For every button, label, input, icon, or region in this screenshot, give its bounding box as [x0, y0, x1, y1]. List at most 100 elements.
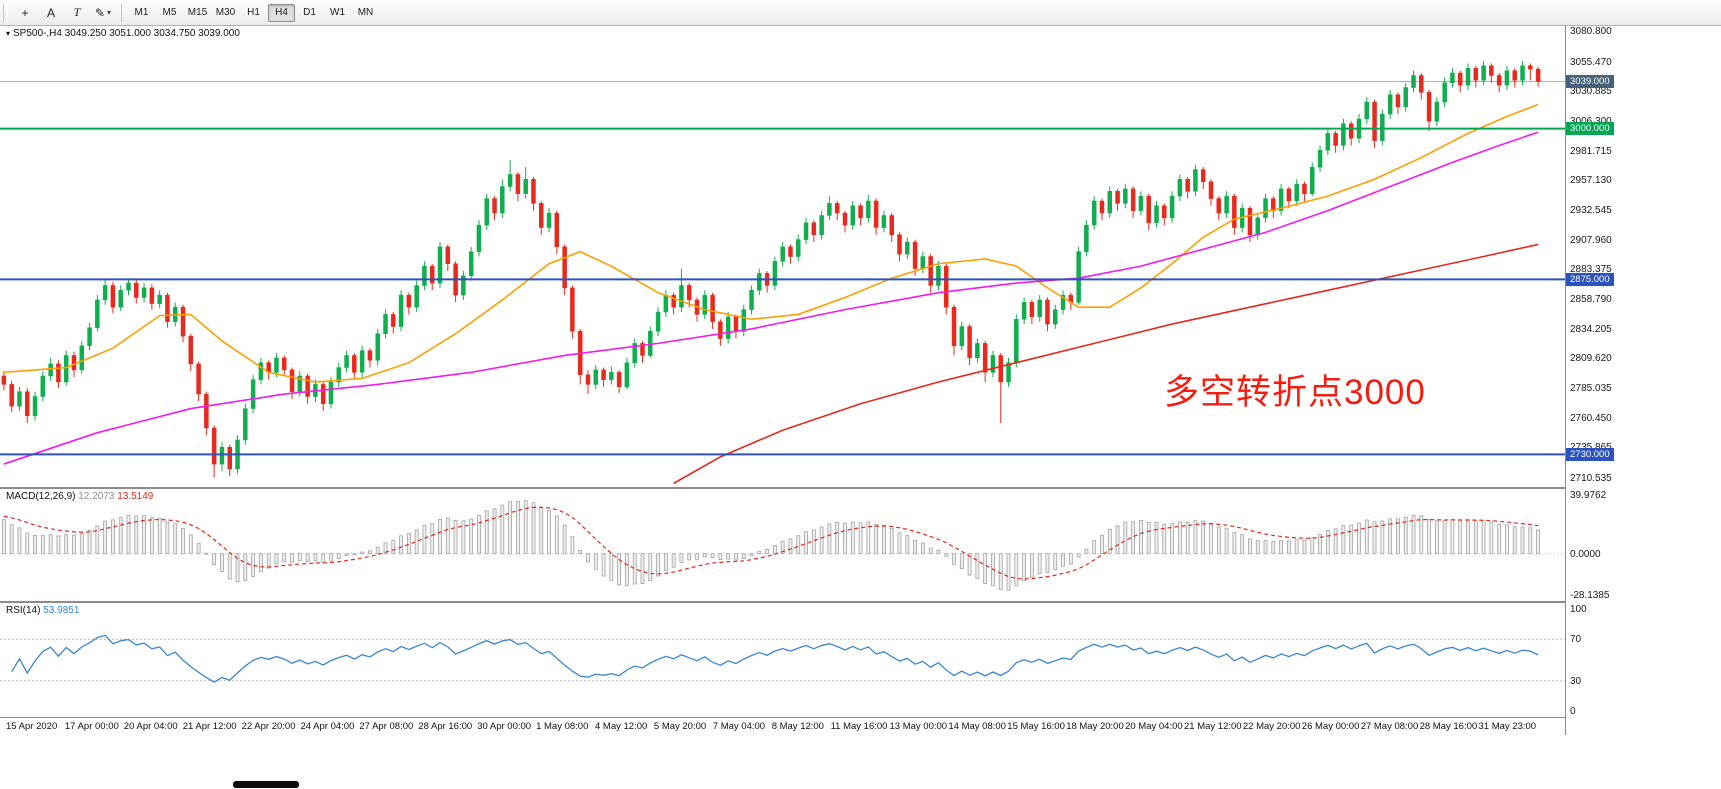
- chart-dropdown-icon: ▾: [6, 29, 11, 38]
- macd-histogram: [1, 500, 1541, 591]
- rsi-title-row: RSI(14) 53.9851: [6, 605, 79, 616]
- time-axis-label: 26 May 00:00: [1301, 721, 1360, 732]
- timeframe-button-h1[interactable]: H1: [240, 4, 267, 22]
- time-axis-label: 18 May 20:00: [1066, 721, 1124, 732]
- price-badge-2730.000: 2730.000: [1566, 447, 1614, 461]
- macd-title: MACD(12,26,9): [6, 491, 76, 502]
- macd-axis-label: 0.0000: [1570, 548, 1601, 560]
- price-badge-3000.000: 3000.000: [1566, 122, 1614, 136]
- macd-axis-label: -28.1385: [1570, 590, 1610, 601]
- timeframe-button-d1[interactable]: D1: [296, 4, 323, 22]
- rsi-title: RSI(14): [6, 605, 41, 616]
- chart-title-text: SP500-,H4 3049.250 3051.000 3034.750 303…: [13, 28, 240, 39]
- macd-value-main: 12.2073: [78, 491, 115, 502]
- time-axis-label: 27 May 08:00: [1360, 721, 1419, 732]
- time-axis-label: 28 May 16:00: [1419, 721, 1478, 732]
- price-axis-label: 2907.960: [1570, 234, 1612, 246]
- price-axis-label: 2834.205: [1570, 323, 1612, 335]
- panel-splitter[interactable]: [0, 601, 1721, 603]
- panel-splitter[interactable]: [0, 487, 1721, 489]
- draw-tools-dropdown[interactable]: ✎ ▾: [91, 3, 115, 23]
- time-axis-label: 15 May 16:00: [1007, 721, 1065, 732]
- price-axis-label: 2957.130: [1570, 175, 1612, 187]
- pencil-icon: ✎: [94, 5, 106, 20]
- text-label-tool-button[interactable]: T: [65, 3, 89, 23]
- price-axis-label: 2932.545: [1570, 204, 1612, 216]
- ma-fast-orange: [3, 103, 1539, 383]
- toolbar: + A T ✎ ▾ M1 M5 M15 M30 H1 H4 D1 W1 MN: [0, 0, 1721, 26]
- rsi-chart[interactable]: [0, 603, 1565, 717]
- time-axis-label: 28 Apr 16:00: [418, 721, 473, 732]
- time-axis-label: 27 Apr 08:00: [359, 721, 414, 732]
- chevron-down-icon: ▾: [107, 8, 112, 17]
- price-axis-label: 2981.715: [1570, 145, 1612, 157]
- rsi-axis-label: 0: [1570, 706, 1576, 717]
- rsi-axis-label: 100: [1570, 604, 1587, 615]
- timeframe-button-m5[interactable]: M5: [156, 4, 183, 22]
- ma-slow-red: [673, 243, 1539, 485]
- price-axis-label: 2809.620: [1570, 353, 1612, 365]
- rsi-axis-label: 70: [1570, 634, 1582, 646]
- price-axis[interactable]: 3080.800 3055.470 3030.885 3006.300 2981.715…: [1565, 26, 1721, 735]
- time-axis-label: 14 May 08:00: [948, 721, 1006, 732]
- price-axis-label: 3006.300: [1570, 116, 1612, 127]
- time-axis-label: 24 Apr 04:00: [300, 721, 355, 732]
- timeframe-button-w1[interactable]: W1: [324, 4, 351, 22]
- rsi-value: 53.9851: [43, 605, 80, 616]
- time-axis-label: 20 Apr 04:00: [123, 721, 178, 732]
- toolbar-grip[interactable]: [3, 3, 8, 22]
- timeframe-group: M1 M5 M15 M30 H1 H4 D1 W1 MN: [128, 3, 379, 22]
- time-axis-label: 4 May 12:00: [595, 721, 648, 732]
- time-axis-label: 20 May 04:00: [1125, 721, 1183, 732]
- crosshair-tool-button[interactable]: +: [13, 3, 37, 23]
- time-axis-label: 11 May 16:00: [830, 721, 888, 732]
- macd-chart[interactable]: [0, 489, 1565, 601]
- time-axis-label: 13 May 00:00: [889, 721, 948, 732]
- price-axis-label: 2735.865: [1570, 442, 1612, 453]
- timeframe-button-h4[interactable]: H4: [268, 3, 295, 22]
- price-badge-3039.000: 3039.000: [1566, 75, 1614, 88]
- chart-area: ▾ SP500-,H4 3049.250 3051.000 3034.750 30…: [0, 26, 1721, 735]
- price-axis-label: 3080.800: [1570, 26, 1612, 38]
- time-axis-label: 1 May 08:00: [536, 721, 589, 732]
- time-axis-label: 5 May 20:00: [653, 721, 707, 732]
- macd-value-signal: 13.5149: [117, 491, 154, 502]
- time-axis-label: 21 Apr 12:00: [182, 721, 237, 732]
- time-axis-label: 22 Apr 20:00: [241, 721, 296, 732]
- macd-signal-line: [3, 506, 1539, 580]
- main-chart-panel: ▾ SP500-,H4 3049.250 3051.000 3034.750 30…: [0, 26, 1565, 487]
- time-axis-label: 8 May 12:00: [771, 721, 824, 732]
- price-axis-label: 2883.375: [1570, 264, 1612, 276]
- price-axis-label: 3055.470: [1570, 56, 1612, 68]
- time-axis[interactable]: 15 Apr 2020 17 Apr 00:00 20 Apr 04:00 21 Ap…: [0, 718, 1565, 735]
- panel-splitter: [0, 717, 1721, 718]
- chart-title: ▾ SP500-,H4 3049.250 3051.000 3034.750 30…: [6, 28, 240, 39]
- rsi-line: [11, 634, 1539, 683]
- price-axis-label: 2710.535: [1570, 472, 1612, 484]
- text-tool-button[interactable]: A: [39, 3, 63, 23]
- ma-mid-magenta: [3, 131, 1539, 465]
- candlestick-chart[interactable]: [0, 26, 1565, 487]
- time-axis-label: 22 May 20:00: [1242, 721, 1301, 732]
- price-axis-label: 2760.450: [1570, 412, 1612, 424]
- bottom-strip: [0, 735, 1721, 789]
- time-axis-label: 17 Apr 00:00: [64, 721, 119, 732]
- time-axis-label: 31 May 23:00: [1478, 721, 1537, 732]
- price-axis-label: 2858.790: [1570, 293, 1612, 305]
- chart-annotation: 多空转折点3000: [1164, 373, 1426, 412]
- price-axis-label: 3030.885: [1570, 86, 1612, 98]
- price-badge-2875.000: 2875.000: [1566, 272, 1614, 286]
- toolbar-separator: [121, 3, 122, 22]
- timeframe-button-m30[interactable]: M30: [212, 4, 239, 22]
- taskbar-artifact: [233, 781, 299, 788]
- time-axis-label: 30 Apr 00:00: [477, 721, 532, 732]
- macd-axis-label: 39.9762: [1570, 490, 1607, 501]
- rsi-panel: RSI(14) 53.9851: [0, 603, 1565, 717]
- timeframe-button-mn[interactable]: MN: [352, 4, 379, 22]
- price-axis-label: 2785.035: [1570, 382, 1612, 394]
- macd-title-row: MACD(12,26,9) 12.2073 13.5149: [6, 491, 153, 502]
- timeframe-button-m1[interactable]: M1: [128, 4, 155, 22]
- timeframe-button-m15[interactable]: M15: [184, 4, 211, 22]
- time-axis-label: 15 Apr 2020: [6, 721, 58, 732]
